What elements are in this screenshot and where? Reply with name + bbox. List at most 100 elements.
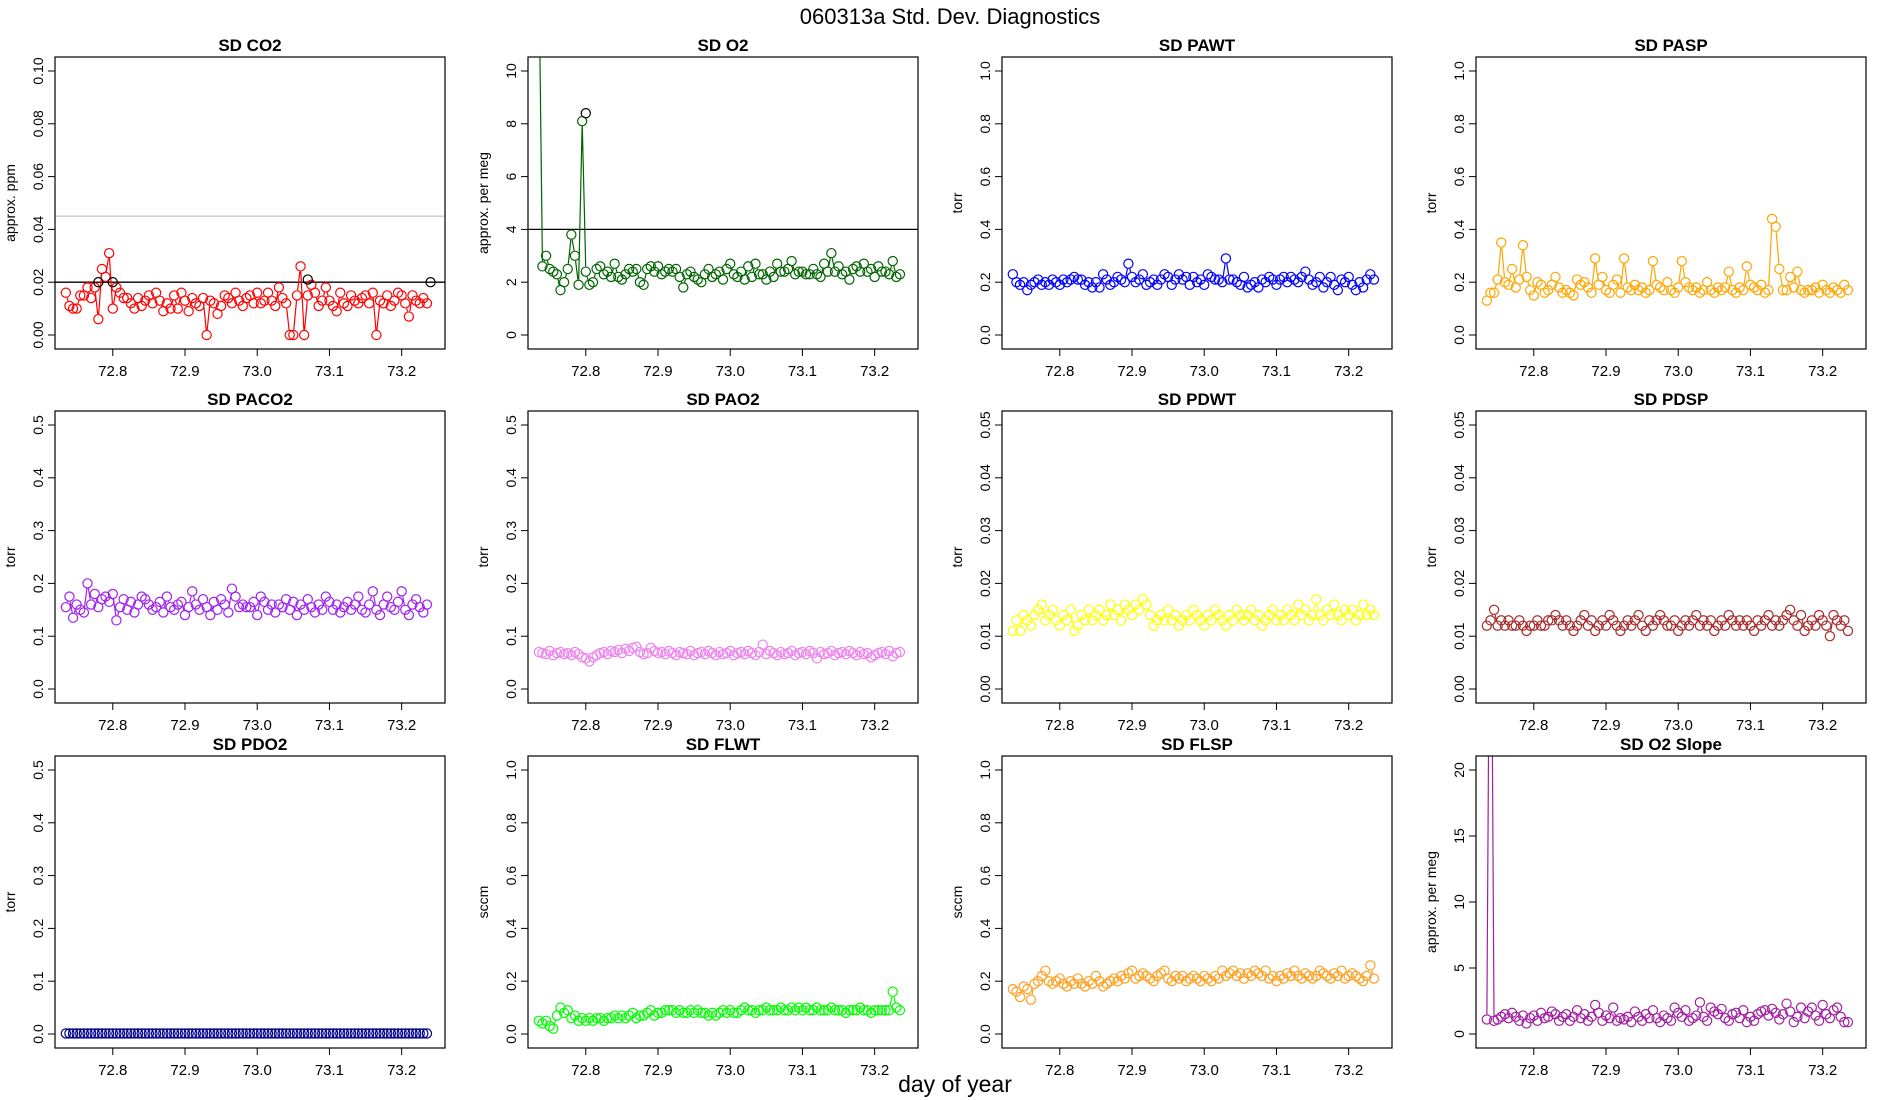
data-point — [298, 1028, 310, 1039]
data-point — [851, 650, 862, 661]
data-point — [1654, 282, 1666, 293]
data-point — [1220, 970, 1232, 982]
data-point — [107, 588, 118, 600]
data-point — [894, 269, 906, 280]
data-point — [1763, 284, 1774, 296]
data-point — [1709, 287, 1720, 298]
data-point — [187, 292, 198, 304]
data-point — [634, 1010, 646, 1021]
data-point — [808, 263, 819, 275]
data-point — [811, 1002, 823, 1013]
data-point — [114, 1028, 126, 1039]
data-point — [338, 1028, 350, 1039]
y-axis-label: approx. ppm — [2, 164, 18, 242]
data-point — [1734, 282, 1745, 293]
data-point — [551, 269, 563, 280]
panel-sd-pdo2: SD PDO2 torr 0.0 0.1 0.2 0.3 0.4 0.5 72.8 72.9 73.… — [2, 735, 446, 1079]
panel-title: SD PACO2 — [207, 390, 293, 409]
data-point — [403, 609, 415, 621]
data-point — [1213, 609, 1224, 621]
data-point — [306, 1028, 317, 1039]
data-point — [1300, 604, 1311, 616]
data-point — [277, 1028, 288, 1039]
data-point — [1723, 1015, 1734, 1027]
data-point — [1130, 277, 1141, 288]
data-point — [757, 1005, 768, 1016]
data-point — [616, 274, 628, 285]
y-tick-label: 0.5 — [30, 760, 46, 780]
data-point — [154, 596, 165, 608]
outlier-point — [93, 277, 104, 288]
data-point — [1191, 973, 1203, 984]
data-point — [710, 269, 721, 280]
data-point — [345, 604, 357, 616]
data-point — [1622, 1011, 1633, 1023]
data-point — [414, 601, 425, 613]
data-point — [638, 279, 649, 291]
data-point — [605, 271, 617, 283]
data-point — [353, 298, 364, 309]
y-tick-label: 0.4 — [503, 918, 519, 938]
data-point — [1144, 609, 1156, 621]
data-point — [1083, 976, 1094, 987]
y-axis-label: approx. per meg — [475, 152, 491, 254]
data-point — [1040, 615, 1051, 626]
outlier-point — [302, 274, 313, 285]
data-point — [1792, 266, 1803, 277]
data-point — [309, 1028, 321, 1039]
y-tick-label: 0.00 — [977, 675, 993, 702]
x-tick-label: 73.2 — [860, 363, 889, 380]
data-point — [1636, 1015, 1648, 1027]
data-point — [1069, 625, 1080, 637]
outlier-point — [425, 277, 436, 288]
data-point — [1636, 620, 1648, 631]
data-point — [779, 266, 790, 277]
x-tick-label: 72.8 — [1045, 717, 1074, 734]
data-point — [645, 261, 656, 272]
data-point — [252, 287, 263, 298]
data-point — [1528, 290, 1539, 301]
y-tick-label: 1.0 — [503, 760, 519, 780]
data-point — [688, 1007, 700, 1019]
data-point — [1094, 976, 1105, 987]
data-point — [670, 1007, 682, 1019]
data-point — [1640, 625, 1651, 637]
data-point — [288, 596, 299, 608]
data-point — [1303, 274, 1315, 285]
data-point — [111, 615, 122, 626]
data-point — [876, 1005, 888, 1016]
data-point — [414, 298, 425, 309]
data-point — [183, 1028, 194, 1039]
data-point — [1766, 620, 1778, 631]
data-point — [1292, 599, 1304, 610]
data-point — [797, 266, 808, 277]
figure-xlabel: day of year — [898, 1071, 1012, 1097]
y-tick-label: 4 — [503, 225, 519, 233]
data-point — [811, 269, 823, 280]
data-point — [89, 1028, 100, 1039]
data-point — [1282, 968, 1293, 979]
data-point — [255, 298, 267, 309]
data-point — [237, 1028, 248, 1039]
data-point — [107, 1028, 118, 1039]
data-point — [1810, 282, 1821, 293]
data-point — [663, 1005, 675, 1016]
data-point — [1600, 284, 1612, 296]
data-point — [1285, 609, 1297, 621]
panel-sd-pasp: SD PASP torr 0.0 0.2 0.4 0.6 0.8 1.0 72.8 72.9 73.… — [1423, 36, 1867, 380]
data-point — [288, 1028, 299, 1039]
panel-title: SD PDSP — [1634, 390, 1709, 409]
y-tick-label: 0.0 — [503, 679, 519, 699]
data-point — [1170, 609, 1181, 621]
data-point — [1029, 609, 1040, 621]
y-tick-label: 0.05 — [977, 411, 993, 438]
data-point — [1347, 604, 1358, 616]
data-point — [208, 298, 220, 309]
data-point — [641, 647, 653, 659]
data-point — [1166, 279, 1177, 291]
data-point — [573, 279, 584, 291]
data-point — [1054, 620, 1065, 631]
data-point — [230, 1028, 241, 1039]
data-point — [800, 269, 812, 280]
